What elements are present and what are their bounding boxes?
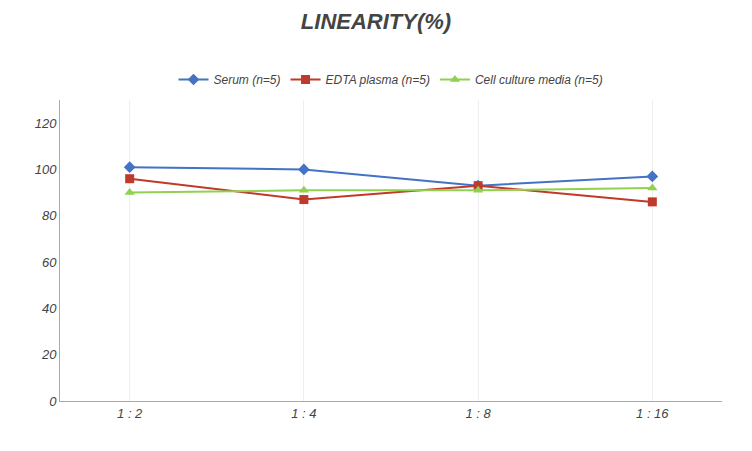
svg-text:100: 100 bbox=[35, 162, 57, 177]
svg-text:1 : 8: 1 : 8 bbox=[465, 406, 491, 421]
svg-text:120: 120 bbox=[35, 116, 57, 131]
svg-text:40: 40 bbox=[42, 301, 57, 316]
svg-text:EDTA plasma (n=5): EDTA plasma (n=5) bbox=[326, 73, 430, 87]
svg-text:1 : 4: 1 : 4 bbox=[291, 406, 316, 421]
svg-text:0: 0 bbox=[49, 394, 57, 409]
svg-text:1 : 16: 1 : 16 bbox=[636, 406, 669, 421]
svg-text:80: 80 bbox=[42, 208, 57, 223]
svg-text:Serum (n=5): Serum (n=5) bbox=[214, 73, 281, 87]
svg-text:LINEARITY(%): LINEARITY(%) bbox=[301, 9, 451, 34]
svg-text:Cell culture media (n=5): Cell culture media (n=5) bbox=[475, 73, 603, 87]
svg-text:20: 20 bbox=[41, 347, 57, 362]
svg-text:1 : 2: 1 : 2 bbox=[117, 406, 143, 421]
svg-text:60: 60 bbox=[42, 255, 57, 270]
